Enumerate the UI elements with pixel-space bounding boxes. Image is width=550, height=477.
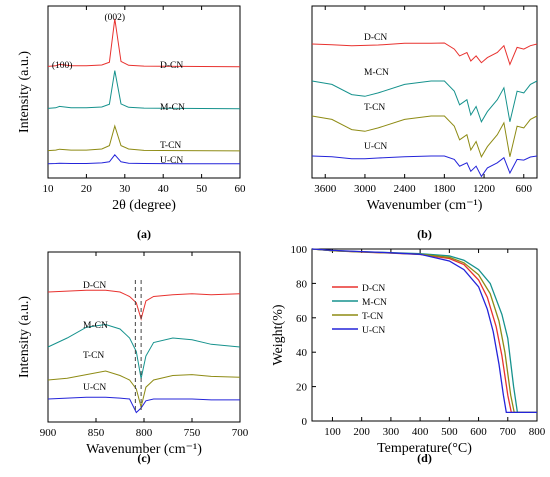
series-label: M-CN (364, 68, 389, 78)
x-tick-label: 700 (232, 427, 249, 439)
series-label: U-CN (364, 142, 387, 152)
x-axis-title: Temperature(°C) (377, 441, 472, 456)
x-tick-label: 850 (88, 427, 105, 439)
legend-label: T-CN (362, 312, 383, 322)
chart-panel-4: 100 200 300 400 500 600 700 800Temperature(°C)W… (271, 244, 546, 465)
series-label: T-CN (364, 103, 385, 113)
panel-label: (b) (417, 227, 432, 241)
x-tick-label: 3000 (354, 183, 377, 195)
peak-annotation: (100) (52, 60, 73, 71)
x-tick-label: 3600 (314, 183, 337, 195)
x-tick-label: 1200 (473, 183, 496, 195)
x-axis-title: 2θ (degree) (112, 198, 176, 213)
series-label: U-CN (83, 383, 106, 393)
series-line-d-cn (47, 18, 241, 68)
series-label: U-CN (160, 156, 183, 166)
y-tick-label: 40 (296, 347, 308, 359)
y-axis-title: Weight(%) (271, 304, 286, 365)
x-tick-label: 200 (353, 426, 370, 438)
legend-label: D-CN (362, 284, 385, 294)
x-tick-label: 500 (441, 426, 458, 438)
panel-label: (c) (137, 451, 150, 465)
series-line-t-cn (311, 248, 537, 414)
x-tick-label: 60 (235, 183, 247, 195)
series-label: D-CN (83, 281, 106, 291)
panel-label: (d) (417, 451, 432, 465)
series-line-m-cn (47, 323, 241, 379)
series-line-t-cn (47, 124, 241, 152)
chart-panel-3: 900 850 800 750 700 Wavenumber (cm⁻¹) Intensit… (17, 251, 249, 465)
series-line-t-cn (47, 370, 241, 408)
y-tick-label: 0 (302, 416, 308, 428)
x-tick-label: 1800 (433, 183, 456, 195)
series-line-t-cn (311, 115, 538, 158)
plot-frame (47, 5, 241, 179)
series-label: D-CN (364, 33, 387, 43)
series-line-u-cn (47, 396, 240, 414)
series-label: T-CN (83, 351, 104, 361)
y-tick-label: 60 (296, 313, 308, 325)
panel-label: (a) (137, 227, 151, 241)
x-tick-label: 600 (470, 426, 487, 438)
y-tick-label: 20 (296, 382, 308, 394)
chart-panel-1: 10 20 30 40 50 60 2θ (degree) Intensity (a.u.) (… (17, 5, 247, 241)
x-tick-label: 10 (43, 183, 55, 195)
y-axis-title: Intensity (a.u.) (17, 296, 32, 378)
x-tick-label: 30 (119, 183, 131, 195)
series-line-d-cn (311, 42, 538, 66)
series-line-m-cn (47, 70, 241, 110)
series-line-u-cn (311, 155, 538, 178)
series-line-u-cn (47, 154, 240, 165)
x-tick-label: 100 (324, 426, 341, 438)
series-line-m-cn (311, 248, 537, 414)
x-tick-label: 50 (196, 183, 208, 195)
series-line-d-cn (47, 289, 241, 321)
y-tick-label: 100 (291, 244, 308, 256)
x-tick-label: 600 (516, 183, 533, 195)
x-axis-title: Wavenumber (cm⁻¹) (86, 442, 202, 457)
x-tick-label: 400 (412, 426, 429, 438)
series-label: D-CN (160, 61, 183, 71)
legend-label: M-CN (362, 298, 387, 308)
series-label: M-CN (160, 103, 185, 113)
x-tick-label: 300 (383, 426, 400, 438)
x-tick-label: 800 (529, 426, 546, 438)
x-tick-label: 750 (184, 427, 201, 439)
x-tick-label: 2400 (394, 183, 417, 195)
legend-label: U-CN (362, 326, 385, 336)
x-tick-label: 40 (158, 183, 170, 195)
y-tick-label: 80 (296, 278, 308, 290)
series-line-m-cn (311, 80, 538, 123)
series-label: T-CN (160, 141, 181, 151)
series-label: M-CN (83, 321, 108, 331)
x-tick-label: 900 (40, 427, 57, 439)
plot-frame (311, 248, 538, 422)
plot-frame (311, 5, 538, 179)
x-tick-label: 700 (500, 426, 517, 438)
peak-annotation: (002) (105, 12, 126, 23)
series-line-d-cn (311, 248, 537, 414)
y-axis-title: Intensity (a.u.) (17, 51, 32, 133)
x-tick-label: 20 (81, 183, 93, 195)
chart-panel-2: 3600 3000 2400 1800 1200 600 Wavenumber (cm⁻¹)… (311, 5, 538, 241)
series-line-u-cn (311, 248, 537, 414)
x-tick-label: 800 (136, 427, 153, 439)
x-axis-title: Wavenumber (cm⁻¹) (367, 198, 483, 213)
